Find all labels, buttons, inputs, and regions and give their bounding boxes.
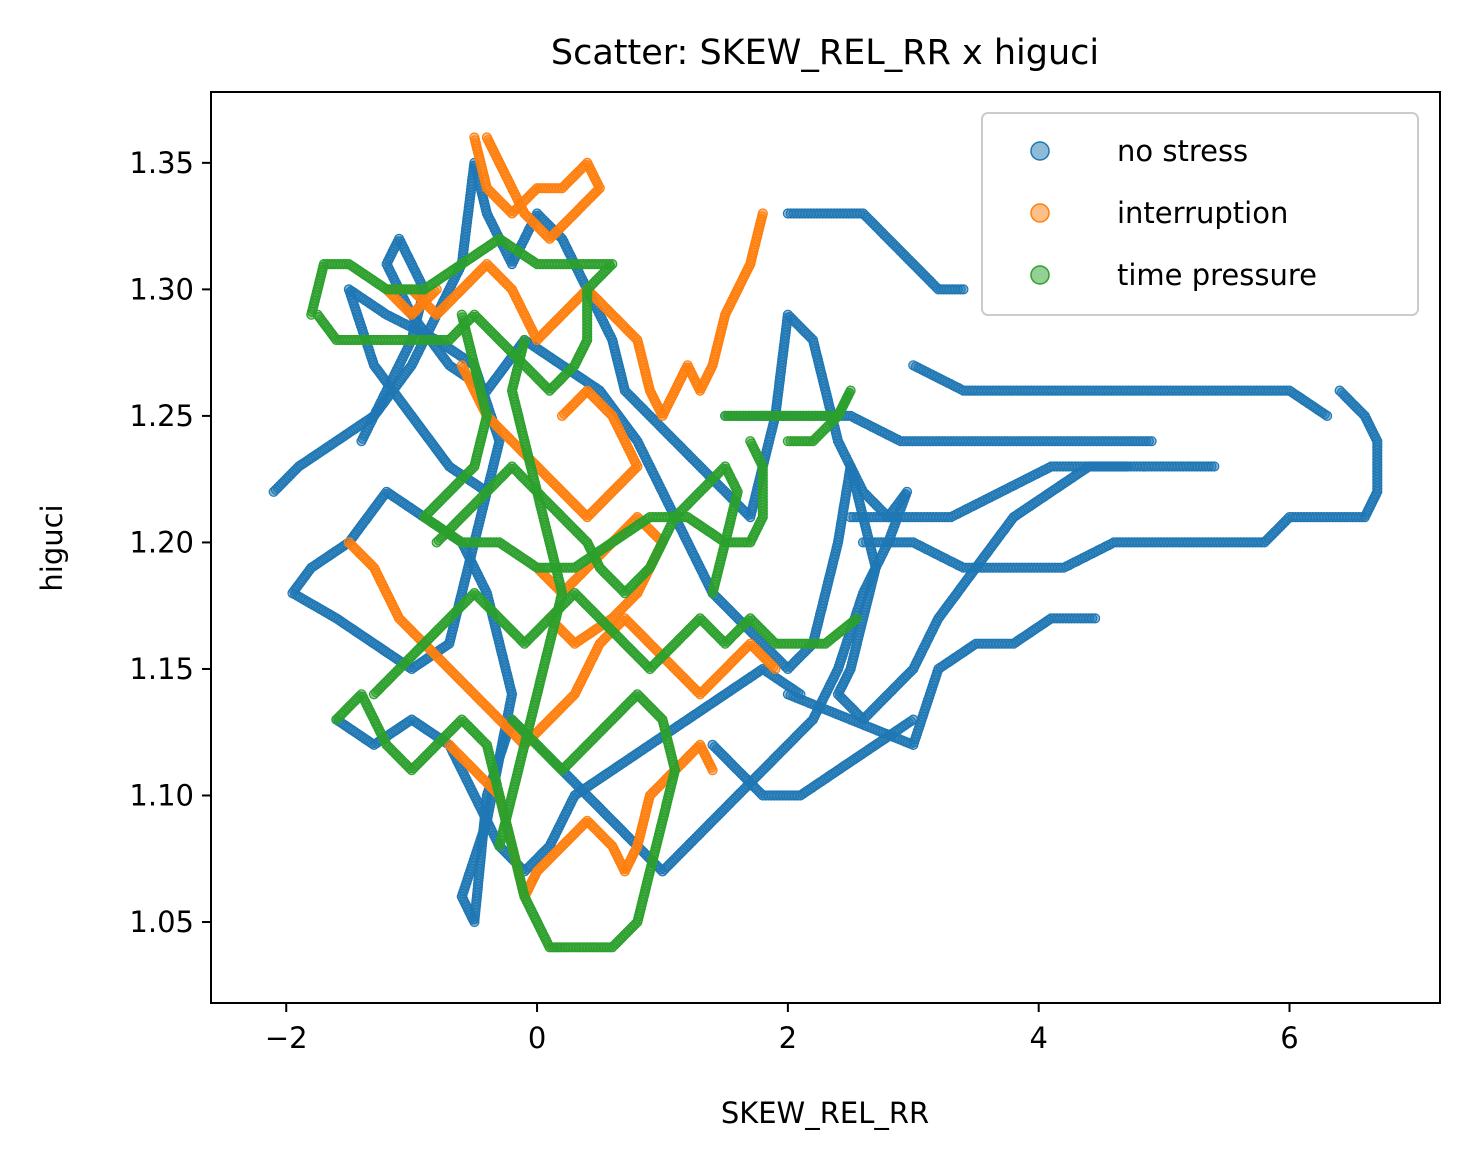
- data-point: [1321, 410, 1333, 421]
- data-point: [908, 714, 919, 725]
- data-point: [851, 613, 863, 624]
- data-point: [782, 436, 794, 447]
- data-point: [1146, 436, 1157, 447]
- data-point: [481, 132, 492, 143]
- data-point: [770, 663, 781, 675]
- plot-area: [210, 91, 1441, 1004]
- data-point: [707, 765, 718, 776]
- data-marks: [268, 132, 1383, 953]
- chart-title: Scatter: SKEW_REL_RR x higuci: [551, 33, 1099, 73]
- data-point: [556, 410, 568, 421]
- data-point: [795, 689, 806, 700]
- data-point: [745, 436, 756, 447]
- data-point: [958, 284, 969, 295]
- data-point: [1089, 613, 1101, 624]
- data-point: [1334, 385, 1345, 396]
- data-point: [1209, 461, 1220, 472]
- data-point: [312, 309, 323, 320]
